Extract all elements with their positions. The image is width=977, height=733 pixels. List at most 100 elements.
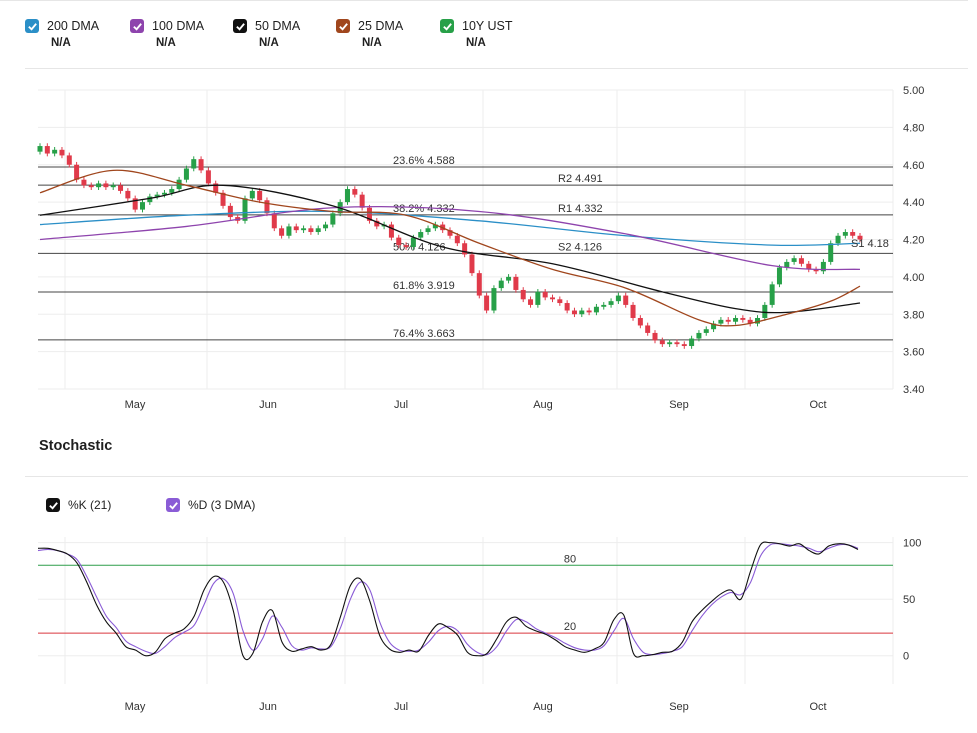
candle bbox=[776, 267, 782, 285]
candle bbox=[550, 297, 555, 300]
y-tick-label: 4.40 bbox=[903, 197, 924, 209]
candle bbox=[506, 276, 512, 281]
candle bbox=[66, 155, 72, 165]
stochastic-legend-k-21[interactable]: %K (21) bbox=[46, 496, 111, 514]
candle bbox=[264, 200, 270, 214]
stochastic-legend-d-3-dma[interactable]: %D (3 DMA) bbox=[166, 496, 255, 514]
candle bbox=[286, 226, 292, 236]
checkbox-icon[interactable] bbox=[46, 498, 60, 512]
candle bbox=[301, 228, 307, 231]
candle bbox=[315, 228, 321, 233]
candle bbox=[813, 269, 819, 272]
candle bbox=[733, 317, 739, 322]
checkbox-icon[interactable] bbox=[440, 19, 454, 33]
candle bbox=[447, 230, 453, 236]
candle bbox=[835, 235, 841, 244]
checkbox-icon[interactable] bbox=[336, 19, 350, 33]
candle bbox=[491, 288, 497, 311]
candle bbox=[755, 317, 760, 324]
candles bbox=[37, 143, 863, 349]
candle bbox=[213, 183, 219, 193]
series-50-dma bbox=[39, 184, 861, 314]
series-200-dma bbox=[39, 210, 861, 247]
legend-label: 10Y UST bbox=[462, 19, 513, 33]
candle bbox=[388, 224, 394, 238]
x-tick-label: May bbox=[125, 399, 146, 411]
candle bbox=[293, 226, 299, 231]
legend-item-10y-ust[interactable]: 10Y UST N/A bbox=[440, 17, 513, 49]
candle bbox=[227, 205, 233, 218]
candle bbox=[579, 310, 585, 315]
y-tick-label: 5.00 bbox=[903, 85, 924, 97]
checkbox-icon[interactable] bbox=[233, 19, 247, 33]
candle bbox=[330, 213, 336, 225]
candle bbox=[703, 329, 709, 333]
candle bbox=[630, 304, 636, 318]
candle bbox=[169, 189, 175, 193]
candle bbox=[191, 159, 197, 169]
candle bbox=[140, 202, 145, 210]
candle bbox=[176, 179, 182, 190]
candle bbox=[601, 304, 607, 307]
checkbox-icon[interactable] bbox=[166, 498, 180, 512]
legend-label: 25 DMA bbox=[358, 19, 404, 33]
legend-item-50-dma[interactable]: 50 DMA N/A bbox=[233, 17, 300, 49]
candle bbox=[535, 291, 541, 305]
legend-value: N/A bbox=[362, 37, 382, 49]
x-tick-label: May bbox=[125, 701, 146, 713]
legend-item-25-dma[interactable]: 25 DMA N/A bbox=[336, 17, 403, 49]
candle bbox=[418, 232, 424, 238]
candle bbox=[498, 280, 504, 289]
legend-item-100-dma[interactable]: 100 DMA N/A bbox=[130, 17, 204, 49]
candle bbox=[74, 164, 80, 180]
candle bbox=[747, 319, 753, 324]
candle bbox=[850, 232, 856, 236]
level-label: R2 4.491 bbox=[558, 173, 603, 185]
candle bbox=[118, 185, 124, 191]
legend-item-200-dma[interactable]: 200 DMA N/A bbox=[25, 17, 99, 49]
checkbox-icon[interactable] bbox=[130, 19, 144, 33]
candle bbox=[81, 179, 87, 186]
candle bbox=[696, 332, 702, 339]
x-tick-label: Jul bbox=[394, 399, 408, 411]
level-label: S2 4.126 bbox=[558, 241, 602, 253]
candle bbox=[652, 332, 658, 341]
y-tick-label: 3.40 bbox=[903, 384, 924, 396]
candle bbox=[784, 261, 790, 268]
y-tick-label: 4.80 bbox=[903, 122, 924, 134]
level-label: 76.4% 3.663 bbox=[393, 328, 455, 340]
stochastic-level-label: 20 bbox=[564, 621, 576, 633]
candle bbox=[857, 235, 863, 240]
candle bbox=[396, 237, 402, 246]
candle bbox=[308, 228, 314, 233]
level-label: 61.8% 3.919 bbox=[393, 280, 455, 292]
candle bbox=[623, 295, 629, 305]
candle bbox=[615, 295, 621, 302]
candle bbox=[513, 276, 519, 290]
y-tick-label: 100 bbox=[903, 538, 921, 550]
candle bbox=[542, 291, 548, 298]
candle bbox=[147, 196, 153, 203]
candle bbox=[37, 146, 43, 152]
candle bbox=[161, 192, 167, 195]
candle bbox=[828, 243, 834, 262]
legend-value: N/A bbox=[156, 37, 176, 49]
level-label: R1 4.332 bbox=[558, 203, 603, 215]
candle bbox=[345, 189, 350, 203]
candle bbox=[674, 342, 680, 345]
legend-label: 100 DMA bbox=[152, 19, 205, 33]
stochastic-grid bbox=[38, 537, 894, 684]
candle bbox=[59, 149, 65, 156]
checkbox-icon[interactable] bbox=[25, 19, 39, 33]
candle bbox=[806, 263, 812, 270]
candle bbox=[323, 224, 329, 229]
legend-label: %D (3 DMA) bbox=[188, 498, 256, 512]
x-tick-label: Jul bbox=[394, 701, 408, 713]
candle bbox=[154, 194, 160, 197]
candle bbox=[88, 185, 94, 188]
candle bbox=[842, 232, 848, 236]
candle bbox=[271, 213, 277, 229]
y-tick-label: 3.80 bbox=[903, 309, 924, 321]
candle bbox=[359, 194, 365, 208]
series-25-dma bbox=[39, 169, 861, 327]
